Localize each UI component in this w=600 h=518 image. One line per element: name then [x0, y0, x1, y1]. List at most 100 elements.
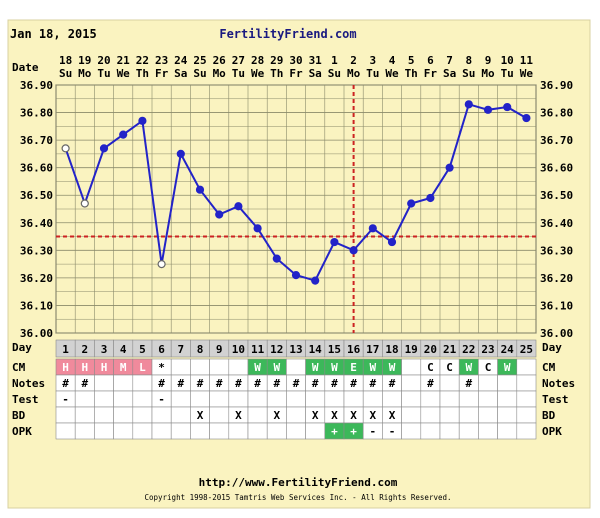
- date-label: 25: [193, 54, 206, 67]
- opk-cell: [401, 422, 422, 440]
- opk-cell: [439, 422, 460, 440]
- date-label: 22: [136, 54, 149, 67]
- temperature-point: [61, 144, 70, 153]
- bd-cell-text: X: [273, 409, 280, 422]
- test-cell: [420, 390, 441, 408]
- bd-cell: [401, 406, 422, 424]
- temperature-point: [311, 276, 320, 285]
- temperature-point: [272, 254, 281, 263]
- day-cell-text: 11: [251, 343, 265, 356]
- opk-cell: [286, 422, 306, 440]
- footer-url: http://www.FertilityFriend.com: [199, 476, 398, 489]
- cm-cell-text: W: [273, 361, 280, 374]
- test-cell: [458, 390, 479, 408]
- day-cell-text: 4: [120, 343, 127, 356]
- cm-cell-text: W: [254, 361, 261, 374]
- date-label: 29: [270, 54, 283, 67]
- bd-cell-text: X: [312, 409, 319, 422]
- weekday-label: Mo: [347, 67, 361, 80]
- temperature-point: [157, 260, 166, 269]
- label-cm-right: CM: [542, 361, 556, 374]
- temperature-point: [253, 224, 262, 233]
- bd-cell-text: X: [331, 409, 338, 422]
- date-label: 4: [389, 54, 396, 67]
- weekday-label: Fr: [424, 67, 438, 80]
- weekday-label: Sa: [174, 67, 187, 80]
- cm-cell-text: H: [81, 361, 88, 374]
- cm-cell: [516, 358, 537, 376]
- test-cell: [94, 390, 114, 408]
- header-site: FertilityFriend.com: [219, 27, 356, 41]
- test-cell: [170, 390, 191, 408]
- date-label: 26: [213, 54, 227, 67]
- bd-cell-text: X: [389, 409, 396, 422]
- weekday-label: We: [520, 67, 534, 80]
- date-label: 31: [309, 54, 323, 67]
- y-tick-label-left: 36.90: [20, 79, 53, 92]
- test-cell: [209, 390, 230, 408]
- opk-cell: [209, 422, 230, 440]
- y-tick-label-left: 36.00: [20, 327, 53, 340]
- notes-cell: [516, 374, 537, 392]
- notes-cell-text: #: [81, 377, 88, 390]
- notes-cell: [401, 374, 422, 392]
- test-cell: [286, 390, 306, 408]
- cm-cell-text: C: [485, 361, 492, 374]
- test-cell: [439, 390, 460, 408]
- weekday-label: Su: [59, 67, 72, 80]
- notes-cell: [497, 374, 518, 392]
- label-date: Date: [12, 61, 39, 74]
- temperature-point: [445, 163, 454, 172]
- y-tick-label-left: 36.20: [20, 272, 53, 285]
- y-tick-label-left: 36.70: [20, 134, 53, 147]
- label-cm-left: CM: [12, 361, 26, 374]
- y-tick-label-right: 36.70: [540, 134, 573, 147]
- opk-cell: [132, 422, 153, 440]
- notes-cell-text: #: [427, 377, 434, 390]
- opk-cell: [228, 422, 249, 440]
- cm-cell-text: W: [331, 361, 338, 374]
- day-cell-text: 24: [501, 343, 515, 356]
- day-cell-text: 17: [366, 343, 379, 356]
- test-cell: [324, 390, 345, 408]
- weekday-label: Fr: [155, 67, 169, 80]
- cm-cell-text: *: [158, 361, 165, 374]
- test-cell: [516, 390, 537, 408]
- date-label: 27: [232, 54, 245, 67]
- y-tick-label-left: 36.60: [20, 162, 53, 175]
- y-tick-label-right: 36.90: [540, 79, 573, 92]
- opk-cell: [497, 422, 518, 440]
- cm-cell-text: H: [101, 361, 108, 374]
- bd-cell: [209, 406, 230, 424]
- y-tick-label-right: 36.80: [540, 107, 573, 120]
- y-tick-label-right: 36.40: [540, 217, 573, 230]
- bd-cell: [94, 406, 114, 424]
- opk-cell: [190, 422, 210, 440]
- cm-cell: [190, 358, 210, 376]
- temperature-point: [138, 116, 147, 125]
- label-opk-right: OPK: [542, 425, 562, 438]
- y-tick-label-left: 36.80: [20, 107, 53, 120]
- temperature-point: [330, 237, 339, 247]
- test-cell: [305, 390, 326, 408]
- date-label: 21: [117, 54, 131, 67]
- test-cell: [478, 390, 498, 408]
- weekday-label: Mo: [78, 67, 92, 80]
- label-notes-left: Notes: [12, 377, 45, 390]
- date-label: 6: [427, 54, 434, 67]
- label-bd-left: BD: [12, 409, 26, 422]
- weekday-label: Su: [462, 67, 475, 80]
- day-cell-text: 22: [462, 343, 475, 356]
- temperature-point: [426, 193, 435, 203]
- weekday-label: Su: [193, 67, 206, 80]
- notes-cell: [94, 374, 114, 392]
- opk-cell-text: +: [350, 425, 357, 438]
- cm-cell: [228, 358, 249, 376]
- bd-cell-text: X: [350, 409, 357, 422]
- cm-cell-text: C: [427, 361, 434, 374]
- bd-cell-text: X: [369, 409, 376, 422]
- weekday-label: Th: [136, 67, 149, 80]
- notes-cell-text: #: [293, 377, 300, 390]
- test-cell: [132, 390, 153, 408]
